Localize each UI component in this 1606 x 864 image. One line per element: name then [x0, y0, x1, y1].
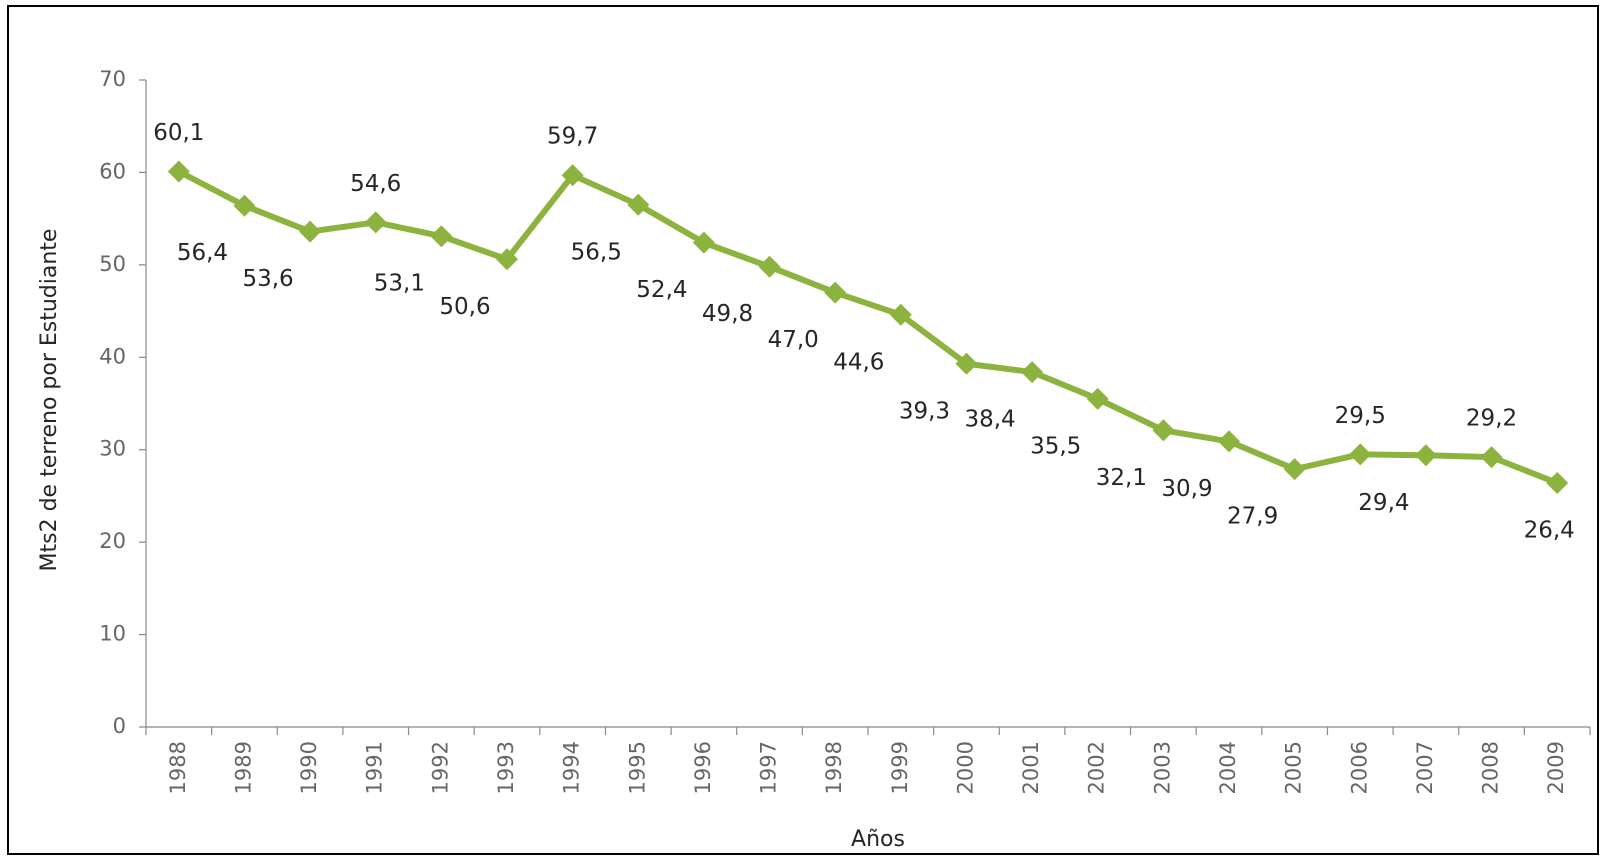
x-tick-label: 1994 — [560, 741, 584, 794]
data-marker — [955, 352, 978, 375]
data-marker — [758, 255, 781, 278]
y-tick-label: 40 — [99, 344, 126, 368]
y-axis-title: Mts2 de terreno por Estudiante — [37, 229, 62, 572]
x-tick-label: 1989 — [231, 741, 255, 794]
x-tick-label: 2008 — [1479, 741, 1503, 794]
x-axis-title: Años — [851, 827, 905, 852]
y-tick-label: 0 — [113, 714, 126, 738]
data-marker — [430, 225, 453, 248]
data-marker — [1152, 419, 1175, 442]
data-label: 26,4 — [1524, 517, 1575, 543]
data-marker — [233, 194, 256, 217]
data-label: 49,8 — [702, 301, 753, 327]
x-tick-label: 1992 — [428, 741, 452, 794]
data-label: 53,6 — [242, 266, 293, 292]
x-tick-label: 1993 — [494, 741, 518, 794]
x-tick-label: 1996 — [691, 741, 715, 794]
data-marker — [824, 281, 847, 304]
x-tick-label: 1997 — [757, 741, 781, 794]
data-marker — [1021, 361, 1044, 384]
y-tick-label: 50 — [99, 252, 126, 276]
x-tick-label: 2006 — [1347, 741, 1371, 794]
y-tick-label: 30 — [99, 437, 126, 461]
data-label: 52,4 — [636, 277, 687, 303]
data-label: 59,7 — [547, 124, 598, 150]
data-label: 50,6 — [439, 294, 490, 320]
data-label: 39,3 — [899, 398, 950, 424]
y-tick-label: 60 — [99, 159, 126, 183]
data-marker — [167, 160, 190, 183]
y-tick-label: 70 — [99, 67, 126, 91]
data-label: 56,4 — [177, 240, 228, 266]
data-label: 32,1 — [1096, 465, 1147, 491]
data-marker — [627, 193, 650, 216]
data-label: 56,5 — [571, 239, 622, 265]
y-tick-label: 10 — [99, 622, 126, 646]
x-tick-label: 2000 — [953, 741, 977, 794]
x-tick-label: 1998 — [822, 741, 846, 794]
data-marker — [1086, 387, 1109, 410]
x-tick-label: 2009 — [1544, 741, 1568, 794]
x-tick-label: 2007 — [1413, 741, 1437, 794]
data-label: 60,1 — [153, 120, 204, 146]
data-marker — [1414, 444, 1437, 467]
data-label: 53,1 — [374, 271, 425, 297]
data-marker — [692, 231, 715, 254]
data-label: 29,5 — [1335, 403, 1386, 429]
data-marker — [1218, 430, 1240, 453]
data-label: 27,9 — [1227, 504, 1278, 530]
data-label: 38,4 — [964, 407, 1015, 433]
data-marker — [1349, 443, 1372, 466]
x-tick-label: 1990 — [297, 741, 321, 794]
data-label: 29,2 — [1466, 406, 1517, 432]
data-marker — [1480, 446, 1503, 469]
y-tick-label: 20 — [99, 529, 126, 553]
data-label: 54,6 — [350, 171, 401, 197]
x-tick-label: 1991 — [363, 741, 387, 794]
x-tick-label: 2003 — [1150, 741, 1174, 794]
data-marker — [889, 303, 912, 326]
data-marker — [1546, 471, 1569, 494]
data-marker — [561, 164, 584, 187]
data-marker — [496, 248, 518, 271]
chart-frame — [7, 5, 1599, 855]
data-label: 44,6 — [833, 349, 884, 375]
x-tick-label: 1988 — [166, 741, 190, 794]
x-tick-label: 2005 — [1282, 741, 1306, 794]
data-label: 29,4 — [1358, 490, 1409, 516]
data-marker — [364, 211, 387, 234]
data-label: 35,5 — [1030, 433, 1081, 459]
x-tick-label: 2002 — [1085, 741, 1109, 794]
data-line — [177, 168, 1559, 486]
data-marker — [1283, 458, 1306, 481]
x-tick-label: 2004 — [1216, 741, 1240, 794]
x-tick-label: 2001 — [1019, 741, 1043, 794]
data-marker — [299, 220, 322, 243]
x-tick-label: 1999 — [888, 741, 912, 794]
data-label: 30,9 — [1161, 476, 1212, 502]
x-tick-label: 1995 — [625, 741, 649, 794]
data-label: 47,0 — [768, 327, 819, 353]
